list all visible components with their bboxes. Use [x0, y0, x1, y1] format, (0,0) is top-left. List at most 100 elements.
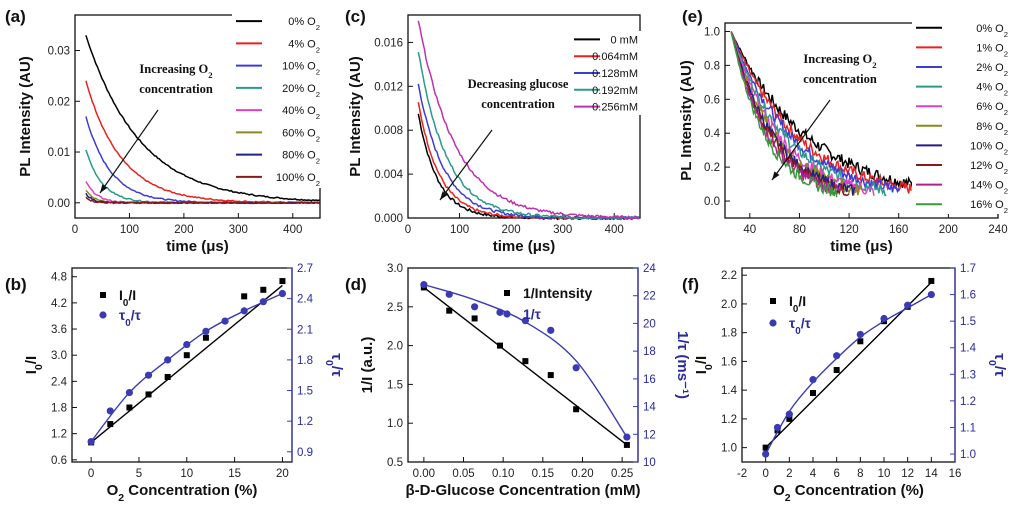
panel-f-ytick-label: 1.2 [721, 414, 737, 426]
panel-c-ytick-label: 0.000 [374, 213, 403, 225]
panel-d-point [496, 308, 504, 316]
panel-a-annotation-line2: concentration [139, 82, 213, 96]
panel-b-legend-marker [100, 292, 106, 298]
panel-a-legend-label: 10% O2 [282, 61, 320, 77]
panel-b-point [259, 298, 267, 306]
panel-b-legend-marker [99, 311, 107, 319]
panel-d-point [471, 315, 478, 322]
panel-c-series-1 [417, 102, 640, 221]
panel-a-legend-label: 100% O2 [276, 172, 320, 188]
panel-b-y2tick-label: 2.1 [297, 324, 313, 336]
panel-f-legend-label: τ0/τ [789, 315, 812, 337]
panel-c-legend-label: 0 mM [611, 34, 639, 46]
panel-a-ytick-label: 0.03 [48, 46, 70, 58]
panel-e-series-1 [730, 31, 912, 194]
panel-d-xtick-label: 0.25 [611, 468, 633, 480]
panel-b-y2tick-label: 1.2 [297, 416, 313, 428]
panel-b-ytick-label: 1.2 [51, 429, 67, 441]
panel-d-point [522, 358, 529, 365]
panel-e-panel-label: (e) [682, 7, 703, 26]
panel-d-y2tick-label: 24 [643, 263, 656, 275]
panel-a-series-0 [85, 35, 320, 202]
panel-e-legend-label: 0% O2 [976, 23, 1008, 39]
panel-d-y2tick-label: 22 [643, 291, 656, 303]
panel-e-legend-label: 1% O2 [976, 42, 1008, 58]
panel-e-ylabel: PL Intensity (AU) [678, 60, 695, 181]
panel-a-xtick-label: 0 [72, 224, 78, 236]
panel-d-point [572, 364, 580, 372]
panel-f-legend-label: I0/I [789, 293, 806, 315]
panel-a-annotation-line1: Increasing O2 [139, 62, 212, 80]
panel-f-ytick-label: 1.8 [721, 328, 737, 340]
panel-c-xtick-label: 0 [405, 224, 411, 236]
panel-d-fit-1 [423, 283, 628, 438]
panel-b-y2tick-label: 2.7 [297, 263, 313, 275]
panel-d-y2label: 1/τ (ms⁻¹) [674, 331, 691, 399]
panel-b-point [107, 421, 114, 428]
panel-a-legend-label: 20% O2 [282, 83, 320, 99]
panel-e-legend: 0% O2 1% O2 2% O2 4% O2 6% O2 8% O2 10% O2 12% … [912, 18, 1012, 215]
panel-b-point [106, 407, 114, 415]
panel-e-series-8 [730, 31, 844, 196]
panel-f-point [809, 376, 817, 384]
panel-b-point [202, 327, 210, 335]
panel-f-point [833, 367, 840, 374]
panel-b-legend-label: τ0/τ [119, 307, 142, 329]
panel-d-legend-marker [503, 310, 511, 318]
panel-a-annotation-arrow [99, 109, 159, 194]
panel-a-legend-label: 4% O2 [288, 38, 320, 54]
panel-b-ytick-label: 2.4 [51, 376, 68, 388]
panel-d-point [446, 307, 453, 314]
panel-c-ytick-label: 0.004 [374, 169, 403, 181]
panel-f-y2tick-label: 1.4 [960, 343, 977, 355]
panel-b-point [87, 437, 95, 446]
panel-b-ytick-label: 4.2 [51, 298, 67, 310]
panel-d-xlabel: β-D-Glucose Concentration (mM) [406, 482, 641, 499]
panel-f-point [810, 390, 816, 397]
panel-a-annotation-arrowhead [100, 184, 108, 193]
panel-b-point [145, 391, 152, 398]
panel-c-legend-label: 0.128mM [592, 68, 638, 80]
panel-b-point [183, 340, 191, 349]
panel-f-xtick-label: 8 [857, 468, 863, 480]
panel-a-legend-label: 80% O2 [282, 150, 320, 166]
panel-d-point [420, 281, 428, 289]
panel-f-ytick-label: 1.6 [721, 356, 737, 368]
panel-f-ytick-label: 2.2 [721, 270, 737, 282]
panel-e-legend-label: 10% O2 [970, 140, 1008, 156]
panel-c-xtick-label: 300 [553, 224, 572, 236]
panel-a-legend-label: 60% O2 [282, 127, 320, 143]
panel-e-legend-label: 4% O2 [976, 82, 1008, 98]
panel-e-panel: (e) 40 80 120 160 200 240 0.0 0.2 0.4 0.6 0.8 1.0 tim… [678, 7, 1012, 255]
panel-b-point [164, 373, 171, 380]
panel-d-point [573, 406, 580, 413]
panel-b-y2tick-label: 1.5 [297, 386, 313, 398]
panel-d-xtick-label: 0.15 [532, 468, 554, 480]
panel-f-y2tick-label: 1.1 [960, 422, 976, 434]
panel-d-ylabel: 1/I (a.u.) [359, 337, 376, 394]
panel-d-point [547, 372, 554, 379]
panel-f-ytick-label: 2.0 [721, 299, 737, 311]
panel-a-xtick-label: 300 [229, 224, 248, 236]
panel-d-ytick-label: 3.0 [387, 263, 403, 275]
panel-e-annotation-line2: concentration [803, 72, 877, 86]
panel-d-ytick-label: 1.5 [387, 379, 403, 391]
panel-f-xtick-label: 0 [762, 468, 768, 480]
panel-b-xlabel: O2 Concentration (%) [107, 482, 258, 504]
panel-b-point [164, 356, 172, 364]
panel-b-point [125, 388, 133, 397]
panel-f-fit-1 [765, 293, 932, 455]
panel-b-ytick-label: 3.6 [51, 324, 67, 336]
panel-c-annotation: Decreasing glucose concentration [439, 77, 569, 201]
panel-f-xlabel: O2 Concentration (%) [773, 482, 924, 504]
panel-d-y2tick-label: 20 [643, 318, 656, 330]
panel-b-point [144, 371, 153, 379]
panel-b-point [126, 404, 133, 411]
panel-f-point [857, 338, 864, 345]
panel-f-panel: (f) -2 0 2 4 6 8 10 12 14 16 1.0 1.2 1.4 1.6 1.8 2.0 2.2 O… [682, 263, 1008, 504]
panel-b-xtick-label: 20 [276, 468, 289, 480]
panel-f-xtick-label: 12 [901, 468, 914, 480]
panel-b-y2tick-label: 0.9 [297, 447, 313, 459]
panel-a-annotation: Increasing O2 concentration [99, 62, 213, 194]
panel-a-legend: 0% O2 4% O2 10% O2 20% O2 40% O2 60% O2 80% O2… [232, 10, 324, 188]
